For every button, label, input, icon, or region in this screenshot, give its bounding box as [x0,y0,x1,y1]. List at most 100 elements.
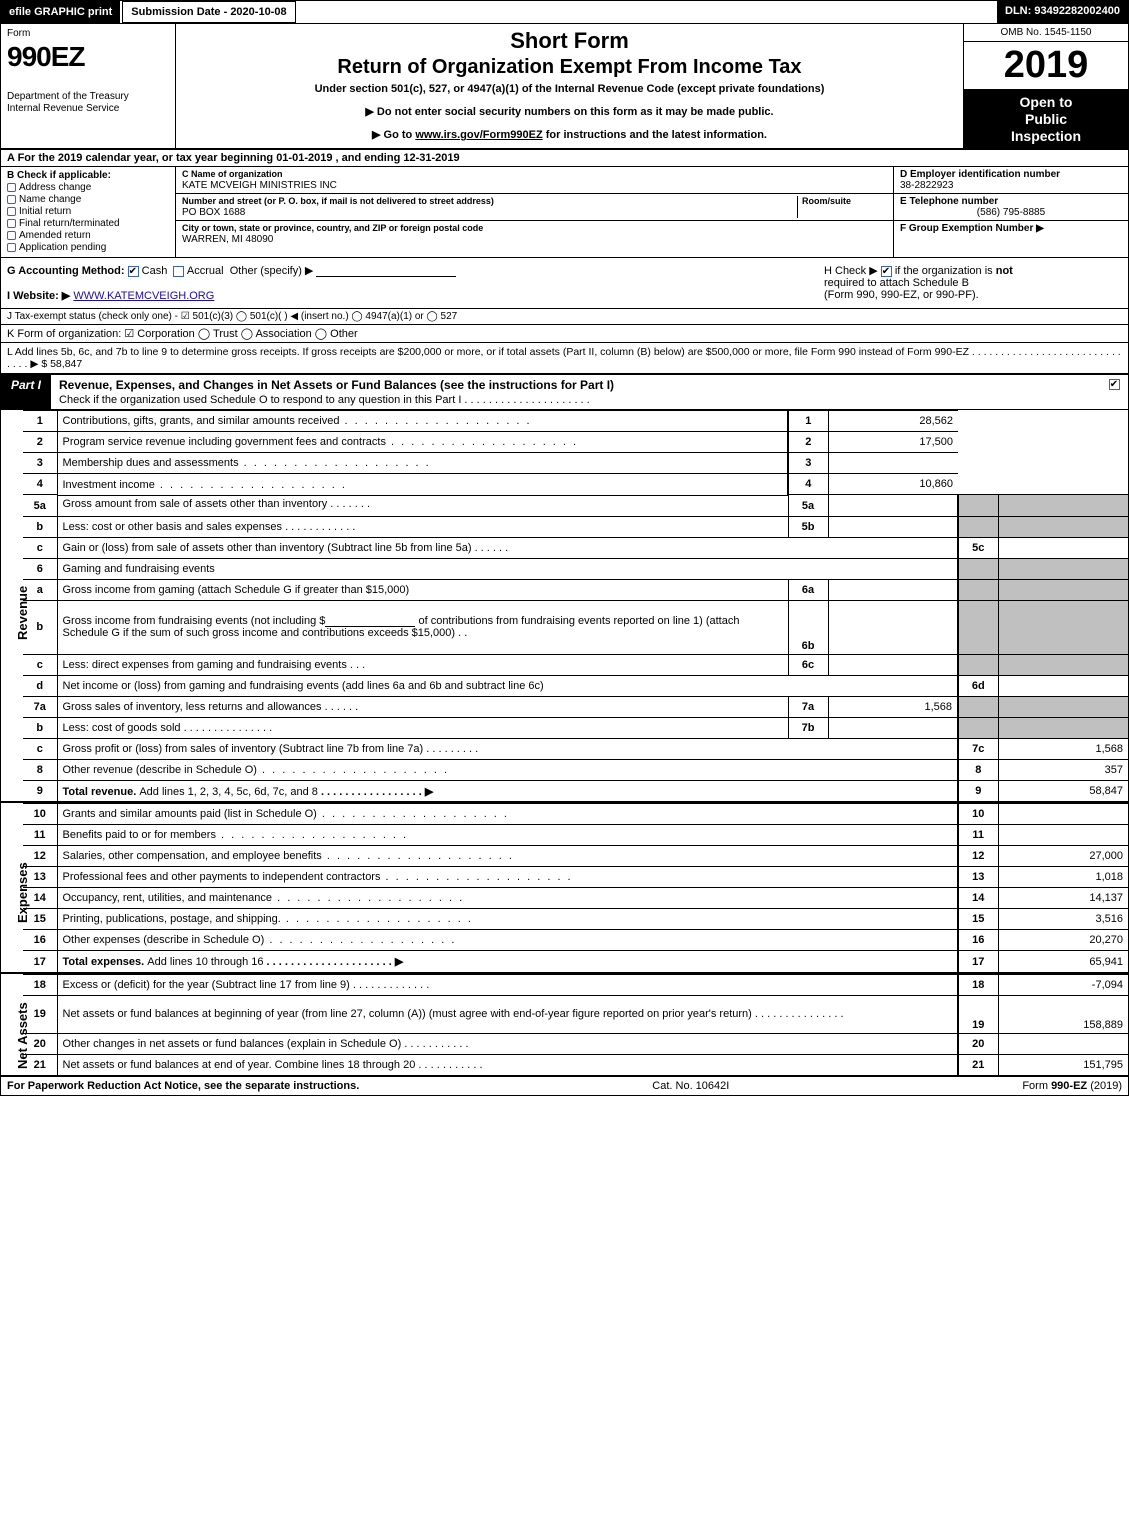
part1-check[interactable] [1100,375,1128,409]
line-7b: bLess: cost of goods sold . . . . . . . … [23,717,1128,738]
chk-name-change[interactable]: Name change [7,194,169,205]
ein-value: 38-2822923 [900,180,1122,191]
goto-instructions: ▶ Go to www.irs.gov/Form990EZ for instru… [184,128,955,141]
part1-header: Part I Revenue, Expenses, and Changes in… [1,373,1128,410]
line-19: 19Net assets or fund balances at beginni… [23,995,1128,1033]
header-right: OMB No. 1545-1150 2019 Open to Public In… [963,24,1128,148]
h-not: not [996,265,1013,277]
topbar: efile GRAPHIC print Submission Date - 20… [1,1,1128,23]
col-c-org-info: C Name of organization KATE MCVEIGH MINI… [176,167,893,257]
line-21: 21Net assets or fund balances at end of … [23,1054,1128,1075]
i-label: I Website: ▶ [7,290,70,302]
cash-label: Cash [142,265,168,277]
line-14: 14Occupancy, rent, utilities, and mainte… [23,888,1128,909]
dln-label: DLN: 93492282002400 [997,1,1128,23]
expenses-table: 10Grants and similar amounts paid (list … [23,803,1128,972]
h-text4: (Form 990, 990-EZ, or 990-PF). [824,289,979,301]
section-bcd: B Check if applicable: Address change Na… [1,166,1128,257]
cell-group-exemption: F Group Exemption Number ▶ [894,221,1128,236]
footer-left: For Paperwork Reduction Act Notice, see … [7,1080,359,1092]
cell-city: City or town, state or province, country… [176,221,893,247]
goto-post: for instructions and the latest informat… [543,129,767,141]
chk-application-pending[interactable]: Application pending [7,242,169,253]
dept-treasury: Department of the Treasury Internal Reve… [7,91,169,115]
net-assets-section: Net Assets 18Excess or (deficit) for the… [1,972,1128,1076]
line-6b: bGross income from fundraising events (n… [23,600,1128,654]
irs-link[interactable]: www.irs.gov/Form990EZ [415,129,542,141]
col-b-checkboxes: B Check if applicable: Address change Na… [1,167,176,257]
chk-amended-return[interactable]: Amended return [7,230,169,241]
header-center: Short Form Return of Organization Exempt… [176,24,963,148]
row-k-form-org: K Form of organization: ☑ Corporation ◯ … [1,324,1128,342]
line-6d: dNet income or (loss) from gaming and fu… [23,675,1128,696]
cell-street: Number and street (or P. O. box, if mail… [176,194,893,221]
revenue-table: 1Contributions, gifts, grants, and simil… [23,410,1128,801]
other-specify-input[interactable] [316,265,456,277]
h-text3: required to attach Schedule B [824,277,969,289]
h-text1: H Check ▶ [824,265,878,277]
line-20: 20Other changes in net assets or fund ba… [23,1033,1128,1054]
row-l-amount: 58,847 [50,358,82,370]
form-container: efile GRAPHIC print Submission Date - 20… [0,0,1129,1096]
footer-cat-no: Cat. No. 10642I [359,1080,1022,1092]
side-label-revenue: Revenue [15,586,30,640]
line-4: 4Investment income410,860 [23,474,1128,495]
side-label-expenses: Expenses [15,863,30,924]
street-value: PO BOX 1688 [182,207,245,218]
open-public-badge: Open to Public Inspection [964,90,1128,148]
dept-line2: Internal Revenue Service [7,103,119,114]
row-g-accounting: G Accounting Method: Cash Accrual Other … [1,258,818,308]
fundraising-amount-input[interactable] [325,615,415,627]
line-8: 8Other revenue (describe in Schedule O)8… [23,759,1128,780]
revenue-section: Revenue 1Contributions, gifts, grants, a… [1,410,1128,801]
goto-pre: ▶ Go to [372,129,415,141]
open-line2: Public [1025,111,1067,127]
line-6a: aGross income from gaming (attach Schedu… [23,579,1128,600]
expenses-section: Expenses 10Grants and similar amounts pa… [1,801,1128,972]
street-label: Number and street (or P. O. box, if mail… [182,196,494,206]
line-7c: cGross profit or (loss) from sales of in… [23,738,1128,759]
line-1: 1Contributions, gifts, grants, and simil… [23,411,1128,432]
footer: For Paperwork Reduction Act Notice, see … [1,1075,1128,1095]
other-label: Other (specify) ▶ [230,265,314,277]
line-6c: cLess: direct expenses from gaming and f… [23,654,1128,675]
part1-tag: Part I [1,375,51,409]
chk-address-change[interactable]: Address change [7,182,169,193]
chk-accrual[interactable] [173,266,184,277]
room-label: Room/suite [802,196,851,206]
chk-cash[interactable] [128,266,139,277]
chk-initial-return[interactable]: Initial return [7,206,169,217]
h-text2: if the organization is [895,265,996,277]
line-5a: 5aGross amount from sale of assets other… [23,495,1128,517]
submission-date-button[interactable]: Submission Date - 2020-10-08 [122,1,295,23]
city-label: City or town, state or province, country… [182,223,483,233]
line-7a: 7aGross sales of inventory, less returns… [23,696,1128,717]
form-code: 990EZ [7,41,169,73]
tel-label: E Telephone number [900,196,1122,207]
chk-schedule-b[interactable] [881,266,892,277]
line-12: 12Salaries, other compensation, and empl… [23,846,1128,867]
col-d-ids: D Employer identification number 38-2822… [893,167,1128,257]
line-13: 13Professional fees and other payments t… [23,867,1128,888]
header: Form 990EZ Department of the Treasury In… [1,23,1128,148]
line-15: 15Printing, publications, postage, and s… [23,909,1128,930]
line-6: 6Gaming and fundraising events [23,558,1128,579]
part1-title: Revenue, Expenses, and Changes in Net As… [51,375,1100,409]
efile-print-button[interactable]: efile GRAPHIC print [1,1,122,23]
website-link[interactable]: WWW.KATEMCVEIGH.ORG [73,290,214,302]
dept-line1: Department of the Treasury [7,91,129,102]
ssn-warning: ▶ Do not enter social security numbers o… [184,105,955,118]
col-b-label: B Check if applicable: [7,170,169,181]
cell-ein: D Employer identification number 38-2822… [894,167,1128,194]
chk-final-return[interactable]: Final return/terminated [7,218,169,229]
cell-org-name: C Name of organization KATE MCVEIGH MINI… [176,167,893,194]
row-l-gross-receipts: L Add lines 5b, 6c, and 7b to line 9 to … [1,342,1128,373]
header-left: Form 990EZ Department of the Treasury In… [1,24,176,148]
line-3: 3Membership dues and assessments3 [23,453,1128,474]
tel-value: (586) 795-8885 [900,207,1122,218]
topbar-spacer [296,1,997,23]
line-10: 10Grants and similar amounts paid (list … [23,804,1128,825]
net-assets-table: 18Excess or (deficit) for the year (Subt… [23,974,1128,1076]
org-name-value: KATE MCVEIGH MINISTRIES INC [182,180,337,191]
row-a-tax-year: A For the 2019 calendar year, or tax yea… [1,148,1128,166]
